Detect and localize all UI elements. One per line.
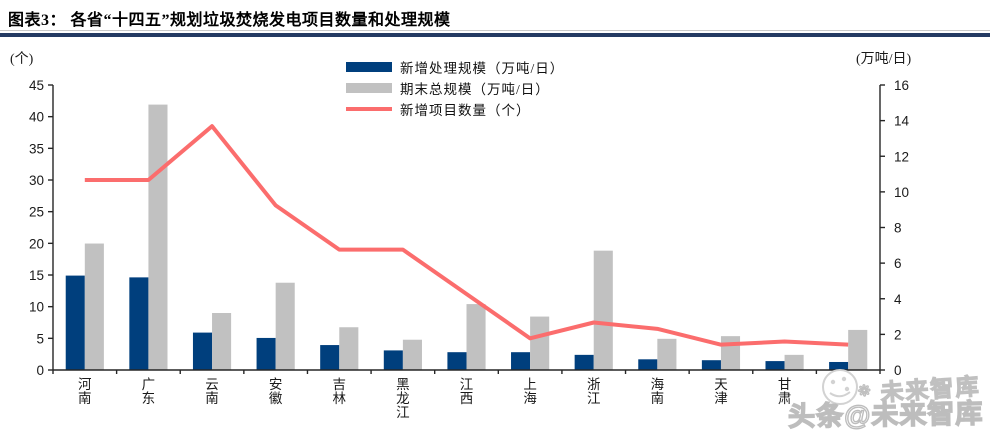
legend-swatch-project-count [346, 106, 392, 111]
left-axis-tick-label: 35 [29, 141, 44, 156]
bar-total-capacity [466, 304, 486, 370]
title-divider-navy [0, 33, 990, 37]
left-axis-tick-label: 25 [29, 205, 44, 220]
bar-total-capacity [402, 339, 422, 370]
bar-total-capacity [784, 354, 804, 370]
bar-total-capacity [530, 316, 550, 370]
left-axis-tick-label: 15 [29, 268, 44, 283]
x-axis-label: 云南 [205, 377, 219, 406]
legend-swatch-new-capacity [346, 61, 392, 72]
right-axis-tick-label: 2 [894, 327, 902, 342]
legend-label-project-count: 新增项目数量（个） [400, 102, 531, 118]
bar-new-capacity [192, 332, 213, 370]
x-axis-label: 吉林 [333, 377, 347, 406]
legend-item-project-count: 新增项目数量（个） [346, 98, 564, 119]
left-axis-tick-label: 30 [29, 173, 44, 188]
bar-new-capacity [638, 359, 658, 370]
x-axis-label: 黑龙江 [396, 377, 410, 420]
title-divider-thin [0, 30, 990, 31]
x-axis-label: 海南 [651, 377, 665, 406]
right-axis-tick-label: 12 [894, 149, 909, 164]
x-axis-label: 上海 [523, 377, 537, 406]
left-axis-tick-label: 20 [29, 236, 44, 251]
bar-total-capacity [84, 243, 104, 370]
bar-total-capacity [148, 104, 168, 370]
right-axis-unit-label: (万吨/日) [856, 52, 912, 67]
x-axis-label: 江西 [460, 377, 474, 406]
x-axis-label: 河南 [78, 377, 92, 406]
bar-new-capacity [765, 361, 785, 370]
right-axis-tick-label: 8 [894, 221, 902, 236]
bar-new-capacity [129, 277, 149, 370]
left-axis-tick-label: 40 [29, 110, 44, 125]
chart-title: 图表3： 各省“十四五”规划垃圾焚烧发电项目数量和处理规模 [8, 12, 451, 29]
legend-item-total-capacity: 期末总规模（万吨/日） [346, 77, 564, 98]
x-axis-label: 浙江 [587, 377, 601, 406]
x-axis-label: 甘肃 [778, 377, 792, 406]
bar-new-capacity [65, 275, 85, 370]
x-axis-label: 安徽 [269, 377, 283, 406]
left-axis-tick-label: 45 [29, 78, 44, 93]
left-axis-tick-label: 10 [29, 300, 44, 315]
x-axis-label: 广东 [142, 377, 156, 406]
right-axis-tick-label: 6 [894, 256, 902, 271]
bar-total-capacity [720, 336, 741, 370]
bar-new-capacity [511, 352, 531, 370]
right-axis-tick-label: 14 [894, 114, 910, 129]
bar-total-capacity [593, 250, 613, 370]
right-axis-tick-label: 16 [894, 78, 909, 93]
bar-new-capacity [383, 350, 403, 370]
legend-item-new-capacity: 新增处理规模（万吨/日） [346, 56, 564, 77]
line-project-count [84, 124, 849, 347]
bar-new-capacity [829, 361, 849, 370]
right-axis-tick-label: 0 [894, 363, 902, 378]
right-axis-tick-label: 10 [894, 185, 909, 200]
bar-total-capacity [339, 327, 359, 370]
bar-new-capacity [701, 360, 721, 370]
chart-legend: 新增处理规模（万吨/日） 期末总规模（万吨/日） 新增项目数量（个） [346, 56, 564, 119]
left-axis-tick-label: 0 [36, 363, 44, 378]
legend-swatch-total-capacity [346, 82, 392, 93]
right-axis-tick-label: 4 [894, 292, 902, 307]
left-axis-tick-label: 5 [36, 331, 44, 346]
legend-label-new-capacity: 新增处理规模（万吨/日） [400, 60, 565, 76]
bar-new-capacity [320, 345, 340, 370]
left-axis-unit-label: (个) [10, 52, 34, 67]
bar-total-capacity [275, 282, 295, 370]
bar-total-capacity [212, 313, 232, 370]
bar-new-capacity [447, 352, 467, 370]
x-axis-label: 天津 [714, 377, 728, 406]
bar-new-capacity [574, 354, 594, 370]
bar-new-capacity [256, 337, 276, 370]
legend-label-total-capacity: 期末总规模（万吨/日） [400, 81, 550, 97]
bar-total-capacity [657, 338, 677, 370]
bar-total-capacity [848, 329, 868, 370]
